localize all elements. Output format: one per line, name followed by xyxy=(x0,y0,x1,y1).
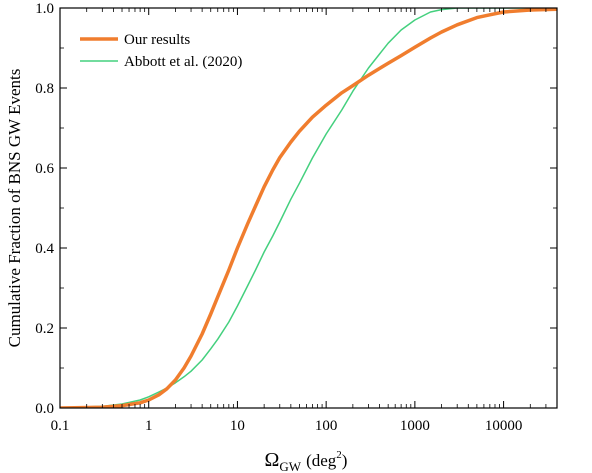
legend: Our results Abbott et al. (2020) xyxy=(80,32,242,70)
legend-label-our-results: Our results xyxy=(124,32,190,48)
x-axis-label: ΩGW (deg2) xyxy=(265,449,348,473)
y-axis-label: Cumulative Fraction of BNS GW Events xyxy=(5,69,24,348)
y-axis: 0.0 0.2 0.4 0.6 0.8 1.0 xyxy=(35,1,557,417)
y-tick-label: 0.2 xyxy=(35,321,54,337)
x-tick-label: 1 xyxy=(145,418,153,434)
series-line-our-results xyxy=(60,8,557,408)
x-tick-label: 0.1 xyxy=(51,418,70,434)
y-tick-label: 0.8 xyxy=(35,81,54,97)
y-tick-label: 1.0 xyxy=(35,1,54,17)
y-tick-label: 0.6 xyxy=(35,161,54,177)
x-axis: 0.1 1 10 100 1000 10000 xyxy=(51,8,547,434)
x-tick-label: 1000 xyxy=(400,418,430,434)
x-tick-label: 10 xyxy=(230,418,245,434)
x-axis-label-unit: (deg xyxy=(306,451,337,470)
y-tick-label: 0.4 xyxy=(35,241,54,257)
x-tick-label: 100 xyxy=(315,418,338,434)
x-axis-label-subscript: GW xyxy=(279,459,301,473)
x-tick-label: 10000 xyxy=(485,418,523,434)
y-tick-label: 0.0 xyxy=(35,401,54,417)
series-layer xyxy=(60,8,557,408)
legend-label-abbott: Abbott et al. (2020) xyxy=(124,54,242,70)
x-axis-label-superscript: 2 xyxy=(336,449,342,461)
x-axis-label-symbol: Ω xyxy=(265,449,280,471)
x-axis-label-close: ) xyxy=(342,451,348,470)
